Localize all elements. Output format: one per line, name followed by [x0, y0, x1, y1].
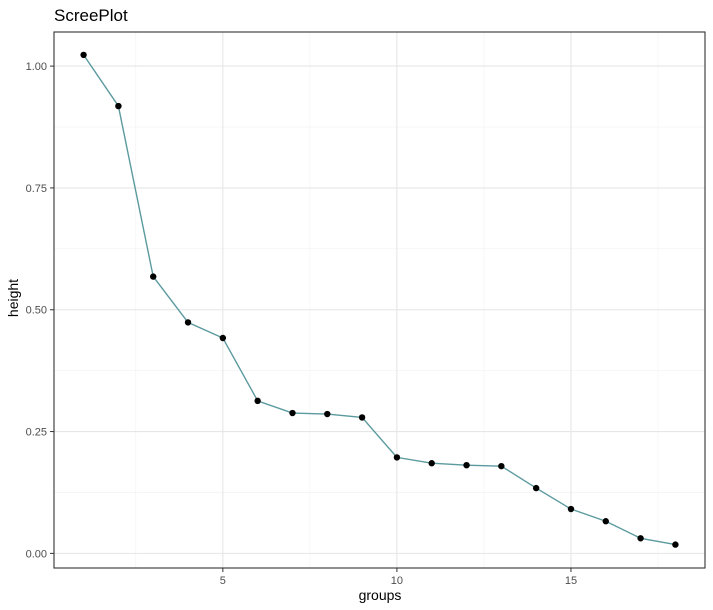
data-point	[567, 505, 575, 513]
data-point	[358, 414, 366, 421]
data-point	[80, 51, 87, 59]
y-axis-title: height	[5, 279, 21, 317]
x-axis-ticks: 5 10 15	[220, 568, 577, 587]
data-point	[637, 535, 644, 542]
x-tick-label: 10	[391, 575, 403, 587]
data-point	[602, 518, 609, 525]
data-point	[532, 484, 540, 492]
data-point	[428, 460, 435, 467]
data-point	[289, 409, 296, 417]
data-point	[672, 541, 679, 548]
y-tick-label: 0.50	[26, 305, 47, 317]
data-point	[393, 454, 401, 461]
data-point	[324, 410, 331, 418]
chart-title: ScreePlot	[54, 6, 128, 25]
x-tick-label: 5	[220, 575, 226, 587]
y-axis-ticks: 0.00 0.25 0.50 0.75 1.00	[26, 61, 54, 560]
y-tick-label: 0.25	[26, 427, 47, 439]
x-axis-title: groups	[359, 587, 402, 603]
data-point	[498, 462, 505, 470]
data-point	[184, 319, 192, 326]
x-tick-label: 15	[565, 575, 577, 587]
panel-border	[53, 31, 706, 569]
data-point	[115, 102, 122, 110]
minor-gridlines	[54, 32, 705, 568]
y-tick-label: 0.75	[26, 183, 47, 195]
series-line	[83, 54, 676, 546]
data-point	[219, 334, 227, 342]
data-point	[254, 397, 261, 405]
y-tick-label: 0.00	[26, 548, 47, 560]
data-point	[150, 273, 157, 280]
data-point	[463, 461, 470, 469]
data-points	[80, 51, 679, 548]
major-gridlines	[54, 32, 705, 568]
y-tick-label: 1.00	[26, 61, 47, 73]
